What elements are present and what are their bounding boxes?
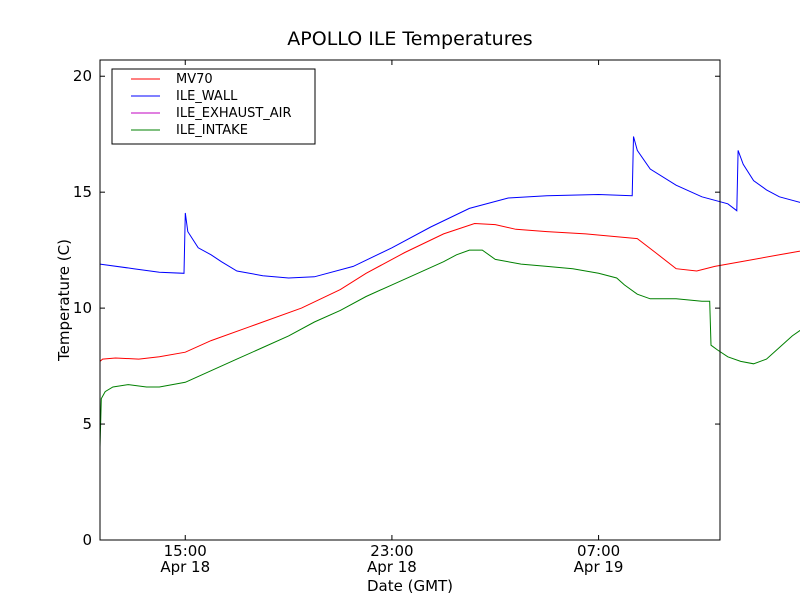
- series-layer: [99, 136, 800, 448]
- y-axis: 0 5 10 15 20: [73, 67, 720, 549]
- x-tick-label-date: Apr 19: [574, 558, 624, 576]
- y-tick-label: 10: [73, 299, 92, 317]
- y-tick-label: 20: [73, 67, 92, 85]
- series-line-ile-intake: [99, 249, 800, 448]
- legend: MV70 ILE_WALL ILE_EXHAUST_AIR ILE_INTAKE: [111, 68, 316, 145]
- x-tick-label-date: Apr 18: [160, 558, 210, 576]
- legend-label: ILE_INTAKE: [176, 123, 248, 138]
- x-tick-label-time: 15:00: [164, 542, 207, 560]
- plot-frame: [99, 59, 721, 541]
- series-line-ile-wall: [99, 136, 800, 279]
- legend-label: MV70: [176, 72, 213, 87]
- x-tick-label-date: Apr 18: [367, 558, 417, 576]
- x-tick-label-time: 07:00: [577, 542, 620, 560]
- legend-label: ILE_EXHAUST_AIR: [176, 106, 292, 121]
- plot-area: [99, 59, 800, 541]
- y-tick-label: 0: [82, 531, 92, 549]
- series-line-mv70: [99, 222, 800, 362]
- y-tick-label: 5: [82, 415, 92, 433]
- x-tick-label-time: 23:00: [370, 542, 413, 560]
- legend-box: [111, 68, 316, 145]
- legend-label: ILE_WALL: [176, 89, 238, 104]
- y-axis-label: Temperature (C): [55, 239, 73, 362]
- x-axis-label: Date (GMT): [367, 577, 453, 595]
- chart-title: APOLLO ILE Temperatures: [287, 28, 532, 50]
- y-tick-label: 15: [73, 183, 92, 201]
